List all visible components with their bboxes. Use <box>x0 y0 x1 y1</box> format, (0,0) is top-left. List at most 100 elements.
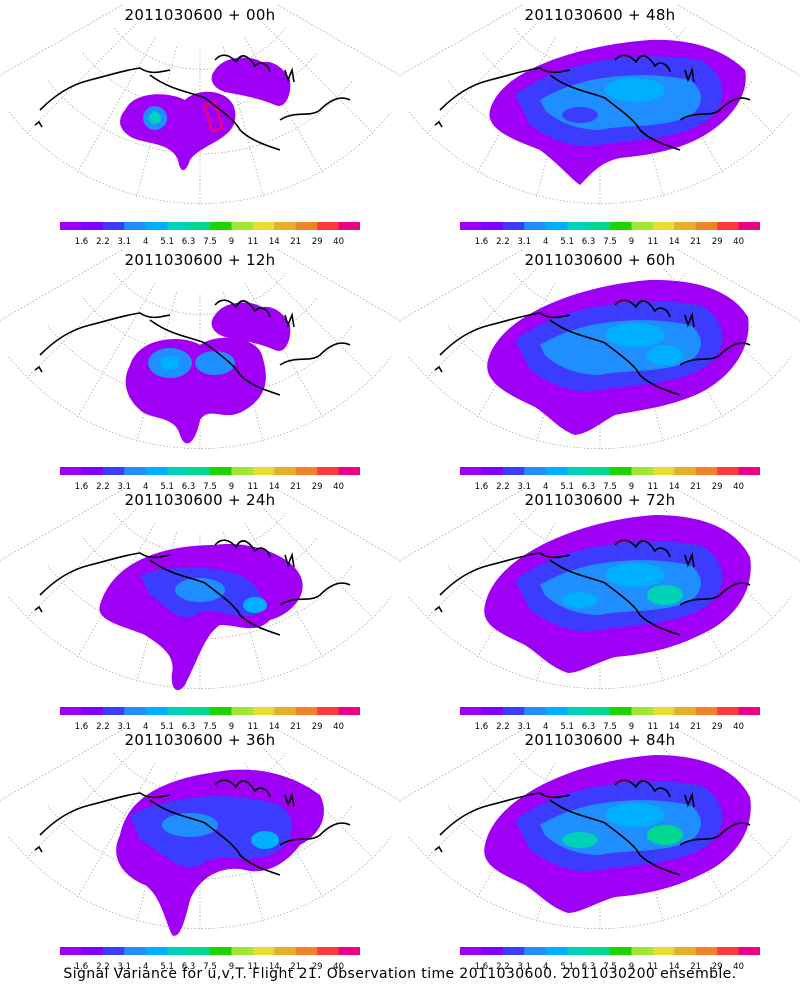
colorbar-label: 4 <box>543 722 548 732</box>
colorbar: 1.6 2.2 3.1 4 5.1 6.3 7.5 9 11 14 21 29 40 <box>460 947 760 972</box>
colorbar-label: 6.3 <box>582 962 596 972</box>
colorbar-label: 5.1 <box>560 962 574 972</box>
colorbar-swatch <box>717 467 740 475</box>
colorbar-swatch <box>252 467 275 475</box>
colorbar-label: 3.1 <box>118 962 132 972</box>
colorbar-label: 3.1 <box>518 237 532 247</box>
colorbar-swatch <box>167 707 190 715</box>
colorbar-label: 14 <box>269 962 280 972</box>
colorbar-label: 40 <box>333 482 344 492</box>
colorbar-label: 2.2 <box>96 482 110 492</box>
colorbar-swatch <box>502 222 525 230</box>
variance-field <box>487 279 749 435</box>
colorbar-label: 1.6 <box>75 237 89 247</box>
variance-field <box>99 544 303 691</box>
colorbar-swatch <box>60 947 82 955</box>
colorbar-swatch <box>717 707 740 715</box>
colorbar-swatch <box>317 947 340 955</box>
map-panel: 2011030600 + 84h 1.6 2.2 3.1 4 5.1 6.3 7.5 9 11 14… <box>400 725 800 972</box>
colorbar-swatch <box>188 707 211 715</box>
colorbar-swatch <box>210 467 232 475</box>
colorbar-swatch <box>524 947 547 955</box>
map-panel: 2011030600 + 60h 1.6 2.2 3.1 4 5.1 6.3 7.5 9 11 14… <box>400 245 800 492</box>
colorbar-swatch <box>481 222 504 230</box>
map-panel: 2011030600 + 36h 1.6 2.2 3.1 4 5.1 6.3 7.5 9 11 14… <box>0 725 400 972</box>
colorbar-swatch <box>231 467 254 475</box>
panel-title: 2011030600 + 84h <box>524 731 676 749</box>
colorbar-label: 7.5 <box>203 722 217 732</box>
colorbar-label: 40 <box>733 722 744 732</box>
colorbar-swatch <box>338 707 360 715</box>
colorbar-label: 3.1 <box>118 237 132 247</box>
colorbar-label: 7.5 <box>603 962 617 972</box>
colorbar-swatch <box>295 707 318 715</box>
colorbar-swatch <box>717 947 740 955</box>
coastlines <box>434 54 751 151</box>
colorbar-label: 6.3 <box>182 722 196 732</box>
polar-map <box>400 729 800 930</box>
colorbar-swatch <box>124 222 147 230</box>
colorbar: 1.6 2.2 3.1 4 5.1 6.3 7.5 9 11 14 21 29 40 <box>460 707 760 732</box>
colorbar-swatch <box>502 947 525 955</box>
colorbar-label: 29 <box>312 482 323 492</box>
map-panel: 2011030600 + 24h 1.6 2.2 3.1 4 5.1 6.3 7.5 9 11 14… <box>0 485 400 732</box>
colorbar-label: 1.6 <box>75 722 89 732</box>
colorbar-swatch <box>567 467 590 475</box>
variance-field <box>120 57 291 171</box>
colorbar-label: 3.1 <box>518 722 532 732</box>
colorbar-label: 9 <box>629 482 634 492</box>
colorbar-label: 3.1 <box>518 962 532 972</box>
colorbar-swatch <box>481 947 504 955</box>
colorbar-label: 9 <box>629 722 634 732</box>
colorbar-swatch <box>102 707 125 715</box>
polar-map <box>0 4 400 205</box>
colorbar-swatch <box>588 222 611 230</box>
colorbar-label: 14 <box>669 237 680 247</box>
colorbar-swatch <box>124 707 147 715</box>
colorbar-swatch <box>102 222 125 230</box>
colorbar-label: 14 <box>269 722 280 732</box>
colorbar-swatch <box>338 467 360 475</box>
colorbar-label: 7.5 <box>203 482 217 492</box>
colorbar-label: 11 <box>647 237 658 247</box>
colorbar-swatch <box>210 707 232 715</box>
colorbar-label: 6.3 <box>182 237 196 247</box>
colorbar-label: 3.1 <box>118 482 132 492</box>
colorbar-label: 14 <box>269 237 280 247</box>
colorbar-swatch <box>567 222 590 230</box>
colorbar-swatch <box>252 947 275 955</box>
colorbar-swatch <box>652 467 675 475</box>
colorbar-label: 11 <box>247 482 258 492</box>
colorbar-swatch <box>481 707 504 715</box>
polar-map <box>400 249 800 450</box>
colorbar-label: 1.6 <box>475 237 489 247</box>
colorbar-label: 11 <box>247 962 258 972</box>
colorbar-label: 21 <box>690 722 701 732</box>
colorbar-label: 14 <box>669 722 680 732</box>
polar-map <box>0 489 400 691</box>
colorbar-swatch <box>695 947 718 955</box>
coastlines <box>434 779 751 876</box>
colorbar-label: 2.2 <box>496 237 510 247</box>
colorbar-swatch <box>124 947 147 955</box>
colorbar-swatch <box>81 947 104 955</box>
colorbar-swatch <box>295 222 318 230</box>
colorbar: 1.6 2.2 3.1 4 5.1 6.3 7.5 9 11 14 21 29 40 <box>460 467 760 492</box>
colorbar-swatch <box>274 947 297 955</box>
colorbar-swatch <box>102 467 125 475</box>
colorbar-label: 21 <box>690 237 701 247</box>
colorbar-swatch <box>145 707 168 715</box>
colorbar-swatch <box>231 947 254 955</box>
colorbar-label: 29 <box>312 237 323 247</box>
colorbar-swatch <box>317 707 340 715</box>
colorbar-swatch <box>610 947 632 955</box>
colorbar-swatch <box>145 222 168 230</box>
colorbar-label: 29 <box>712 482 723 492</box>
coastlines <box>34 54 351 151</box>
colorbar-label: 11 <box>647 962 658 972</box>
colorbar-label: 2.2 <box>496 482 510 492</box>
colorbar-label: 40 <box>333 962 344 972</box>
colorbar-swatch <box>695 222 718 230</box>
polar-map <box>0 249 400 450</box>
colorbar-label: 3.1 <box>518 482 532 492</box>
